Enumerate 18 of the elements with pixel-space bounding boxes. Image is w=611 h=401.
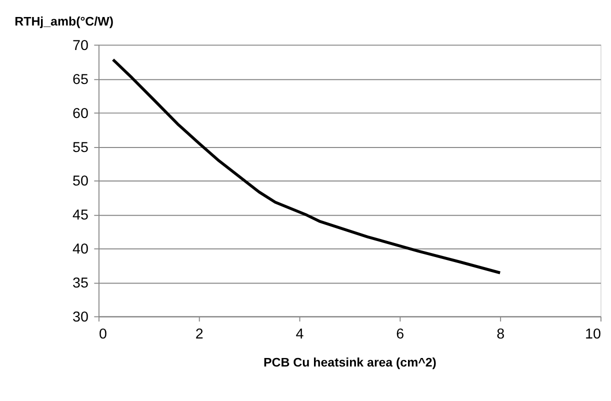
y-tick-label: 55 [72, 140, 88, 156]
y-axis-title: RTHj_amb(°C/W) [14, 14, 114, 29]
x-tick-label: 2 [195, 326, 204, 343]
y-tick-label: 40 [72, 242, 88, 258]
y-tick-label: 50 [72, 174, 88, 190]
x-tick-label: 8 [496, 326, 505, 343]
x-tick-label: 4 [296, 326, 304, 343]
y-tick-label: 70 [72, 38, 88, 54]
x-axis-title: PCB Cu heatsink area (cm^2) [263, 355, 436, 370]
y-tick-label: 35 [72, 276, 88, 292]
x-tick-label: 6 [396, 326, 404, 343]
x-tick-label: 10 [585, 326, 601, 343]
y-tick-label: 30 [72, 310, 88, 326]
x-tick-label: 0 [98, 326, 107, 343]
line-series [112, 58, 502, 274]
y-tick-label: 45 [72, 208, 88, 224]
y-tick-label: 60 [72, 106, 88, 122]
y-tick-label: 65 [72, 72, 88, 88]
